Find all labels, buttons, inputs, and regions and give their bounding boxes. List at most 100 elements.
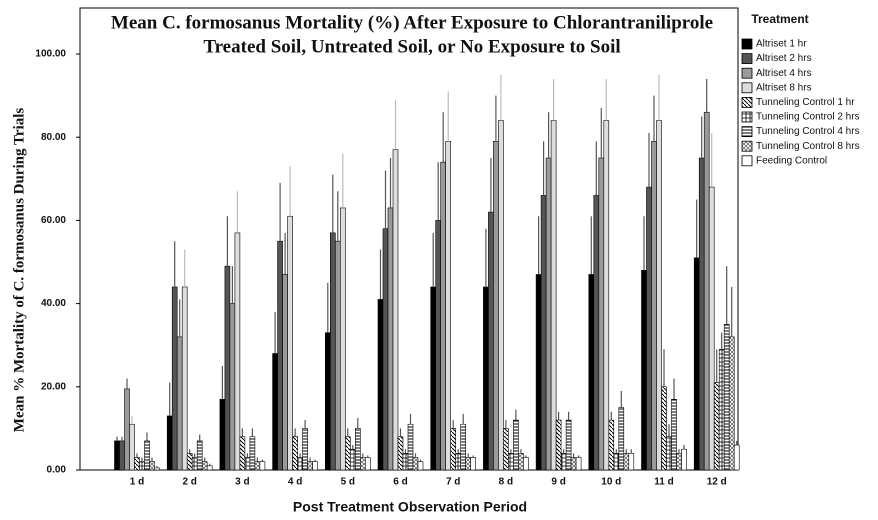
legend-swatch bbox=[741, 126, 753, 137]
bar bbox=[171, 286, 178, 471]
bar bbox=[646, 186, 652, 471]
bar bbox=[435, 220, 442, 471]
bar bbox=[728, 336, 735, 471]
bar bbox=[201, 461, 208, 471]
bar bbox=[440, 161, 447, 471]
bar bbox=[417, 461, 424, 471]
bar bbox=[364, 457, 371, 471]
bar bbox=[154, 467, 160, 471]
bar bbox=[402, 453, 409, 471]
legend-title: Treatment bbox=[751, 12, 808, 26]
bar bbox=[387, 207, 394, 471]
x-tick-label: 9 d bbox=[551, 477, 565, 488]
bar bbox=[282, 274, 288, 471]
bar bbox=[550, 120, 557, 471]
bar bbox=[588, 274, 595, 471]
bar bbox=[407, 423, 414, 471]
legend-swatch bbox=[741, 82, 753, 94]
bar bbox=[703, 111, 710, 471]
bar bbox=[470, 457, 477, 471]
bar bbox=[693, 257, 700, 471]
legend-swatch bbox=[741, 140, 753, 152]
y-axis-label: Mean % Mortality of C. formosanus During… bbox=[11, 108, 27, 433]
bar bbox=[334, 240, 341, 471]
bar bbox=[493, 141, 499, 471]
bar bbox=[324, 332, 331, 471]
bar bbox=[535, 274, 542, 471]
bar bbox=[681, 448, 687, 471]
bar bbox=[575, 457, 582, 471]
bar bbox=[455, 453, 462, 471]
bar bbox=[287, 215, 293, 471]
bar bbox=[392, 149, 399, 471]
legend-swatch bbox=[741, 67, 753, 79]
bar bbox=[139, 461, 145, 471]
bar bbox=[465, 457, 472, 471]
bar bbox=[460, 423, 467, 471]
y-tick-label: 20.00 bbox=[41, 381, 66, 392]
bar bbox=[698, 157, 705, 471]
bar bbox=[555, 419, 562, 471]
bar bbox=[445, 141, 452, 471]
x-tick-label: 12 d bbox=[707, 477, 727, 488]
bar bbox=[628, 453, 635, 471]
bar bbox=[618, 407, 625, 471]
bar bbox=[397, 436, 404, 471]
bar bbox=[229, 303, 236, 471]
x-tick-label: 10 d bbox=[601, 477, 621, 488]
legend-swatch bbox=[741, 111, 753, 123]
legend-swatch bbox=[741, 97, 753, 108]
bar bbox=[593, 195, 600, 471]
bar bbox=[570, 457, 577, 471]
bar bbox=[224, 265, 231, 471]
bar bbox=[344, 436, 351, 471]
bar bbox=[545, 157, 552, 471]
bar bbox=[234, 232, 241, 471]
y-tick-label: 60.00 bbox=[41, 215, 66, 226]
bar bbox=[297, 457, 303, 471]
x-tick-label: 4 d bbox=[288, 477, 302, 488]
legend-label: Tunneling Control 2 hrs bbox=[756, 112, 860, 123]
bar bbox=[565, 419, 572, 471]
y-tick-label: 40.00 bbox=[41, 298, 66, 309]
bar bbox=[186, 453, 193, 471]
x-axis-label: Post Treatment Observation Period bbox=[293, 499, 527, 515]
bar bbox=[488, 211, 494, 471]
bar bbox=[191, 457, 198, 471]
bar bbox=[206, 465, 213, 471]
x-tick-label: 5 d bbox=[341, 477, 355, 488]
bar bbox=[450, 428, 457, 471]
legend-swatch bbox=[741, 53, 753, 64]
legend-label: Feeding Control bbox=[756, 155, 827, 166]
y-tick-label: 100.00 bbox=[35, 49, 66, 60]
x-tick-label: 6 d bbox=[393, 477, 407, 488]
bar bbox=[144, 440, 150, 471]
bar bbox=[708, 186, 715, 471]
bar bbox=[671, 398, 677, 471]
bar bbox=[129, 423, 135, 471]
bar bbox=[219, 398, 226, 471]
legend-label: Tunneling Control 4 hrs bbox=[756, 126, 860, 137]
bar bbox=[114, 440, 120, 471]
bar bbox=[560, 453, 567, 471]
bar bbox=[354, 428, 361, 471]
bar bbox=[181, 286, 188, 471]
bar bbox=[134, 457, 140, 471]
bar bbox=[329, 232, 336, 471]
bar bbox=[339, 207, 346, 471]
bar bbox=[718, 349, 725, 471]
bar bbox=[382, 228, 389, 471]
bar bbox=[613, 453, 620, 471]
x-tick-label: 1 d bbox=[130, 477, 144, 488]
bar bbox=[259, 461, 266, 471]
legend-swatch bbox=[741, 155, 753, 167]
legend-label: Altriset 2 hrs bbox=[756, 53, 812, 64]
bar bbox=[239, 436, 246, 471]
chart-title: Mean C. formosanus Mortality (%) After E… bbox=[111, 12, 713, 33]
bar bbox=[733, 444, 740, 471]
y-tick-label: 0.00 bbox=[47, 465, 67, 476]
x-tick-label: 11 d bbox=[654, 477, 673, 488]
bar bbox=[166, 415, 173, 471]
legend-label: Altriset 1 hr bbox=[756, 39, 807, 50]
legend-label: Altriset 8 hrs bbox=[756, 82, 812, 93]
